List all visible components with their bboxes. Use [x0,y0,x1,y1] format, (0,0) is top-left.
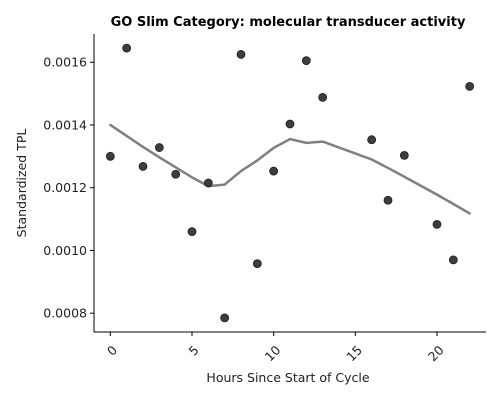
data-point [269,166,279,176]
data-point [448,255,458,265]
x-ticks: 0 5 10 15 20 [104,332,447,364]
trend-line [109,123,471,215]
y-tick-label: 0.0010 [43,243,87,258]
data-point [203,178,213,188]
axes [93,34,486,333]
data-point [432,220,442,229]
data-point [220,313,230,323]
x-tick-label: 20 [425,342,447,364]
trend-line-group [109,123,471,215]
data-point [154,143,164,152]
data-point [138,161,148,171]
y-tick-label: 0.0016 [43,55,87,70]
data-point [285,119,295,129]
data-point [187,227,197,237]
data-points [105,43,475,323]
x-tick-label: 15 [343,342,365,364]
x-tick-label: 0 [104,342,120,358]
data-point [122,43,132,53]
data-point [301,56,311,66]
data-point [318,92,328,102]
data-point [383,195,393,205]
y-tick-label: 0.0008 [43,306,87,321]
y-tick-label: 0.0014 [43,117,87,132]
x-tick-label: 10 [262,342,284,364]
data-point [171,169,181,179]
data-point [105,151,115,161]
data-point [367,135,377,145]
x-tick-label: 5 [186,342,202,358]
data-point [236,49,246,59]
chart-title: GO Slim Category: molecular transducer a… [111,15,466,30]
y-axis-label: Standardized TPL [14,129,29,238]
data-point [399,150,409,160]
y-tick-label: 0.0012 [43,180,87,195]
x-axis-label: Hours Since Start of Cycle [206,370,369,385]
data-point [252,259,262,269]
y-ticks: 0.0008 0.0010 0.0012 0.0014 0.0016 [43,55,94,321]
data-point [465,81,475,91]
